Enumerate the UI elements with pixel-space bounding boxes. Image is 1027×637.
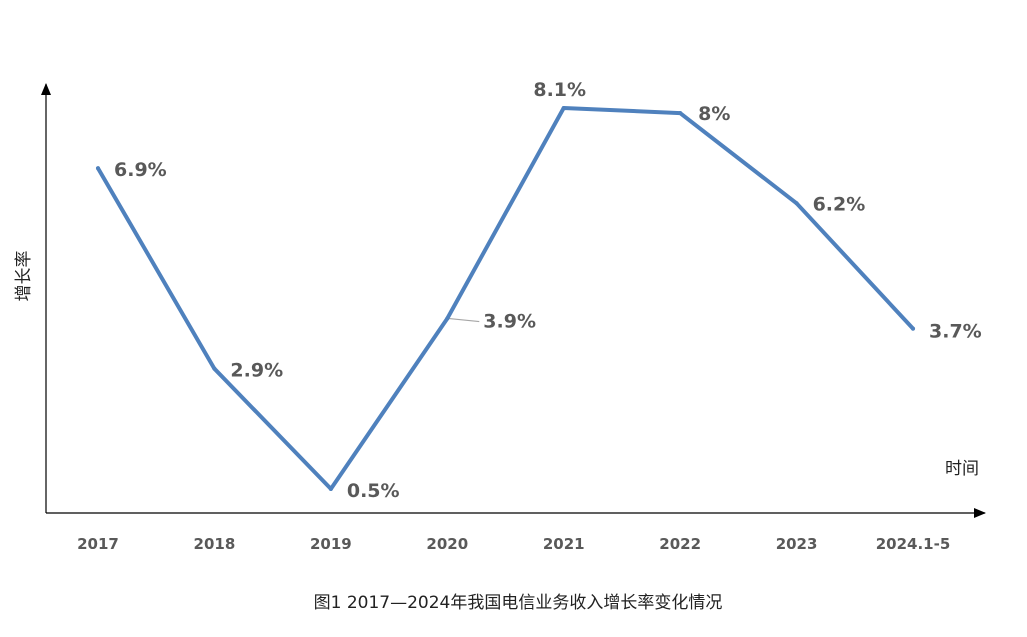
x-tick-label: 2020	[426, 535, 468, 553]
x-tick-label: 2019	[310, 535, 352, 553]
data-label: 3.9%	[483, 311, 536, 333]
x-axis-title: 时间	[945, 459, 979, 479]
x-tick-label: 2018	[194, 535, 236, 553]
series-group	[96, 106, 915, 491]
data-point	[96, 166, 100, 171]
data-label: 8.1%	[533, 79, 586, 101]
data-point	[678, 111, 683, 116]
leader-line	[449, 317, 480, 323]
leader-lines	[449, 317, 480, 323]
data-label: 6.9%	[114, 159, 167, 181]
figure-caption: 图1 2017—2024年我国电信业务收入增长率变化情况	[314, 593, 723, 613]
x-tick-labels: 2017 2018 2019 2020 2021 2022 2023 2024.1-5	[77, 535, 950, 553]
data-point	[911, 326, 915, 331]
x-tick-label: 2021	[543, 535, 585, 553]
series-line	[96, 106, 915, 491]
x-tick-label: 2024.1-5	[876, 535, 951, 553]
data-labels: 6.9% 2.9% 0.5% 3.9% 8.1% 8% 6.2% 3.7%	[114, 79, 982, 502]
x-tick-label: 2017	[77, 535, 119, 553]
x-tick-label: 2022	[659, 535, 701, 553]
data-point	[445, 316, 450, 321]
data-point	[212, 366, 217, 371]
data-label: 8%	[698, 103, 730, 125]
data-label: 6.2%	[813, 193, 866, 215]
data-point	[794, 201, 799, 206]
x-tick-label: 2023	[776, 535, 818, 553]
data-label: 0.5%	[347, 480, 400, 502]
data-point	[561, 106, 566, 111]
data-label: 2.9%	[230, 360, 283, 382]
data-label: 3.7%	[929, 321, 982, 343]
data-point	[328, 486, 333, 491]
y-axis-title: 增长率	[14, 251, 34, 302]
